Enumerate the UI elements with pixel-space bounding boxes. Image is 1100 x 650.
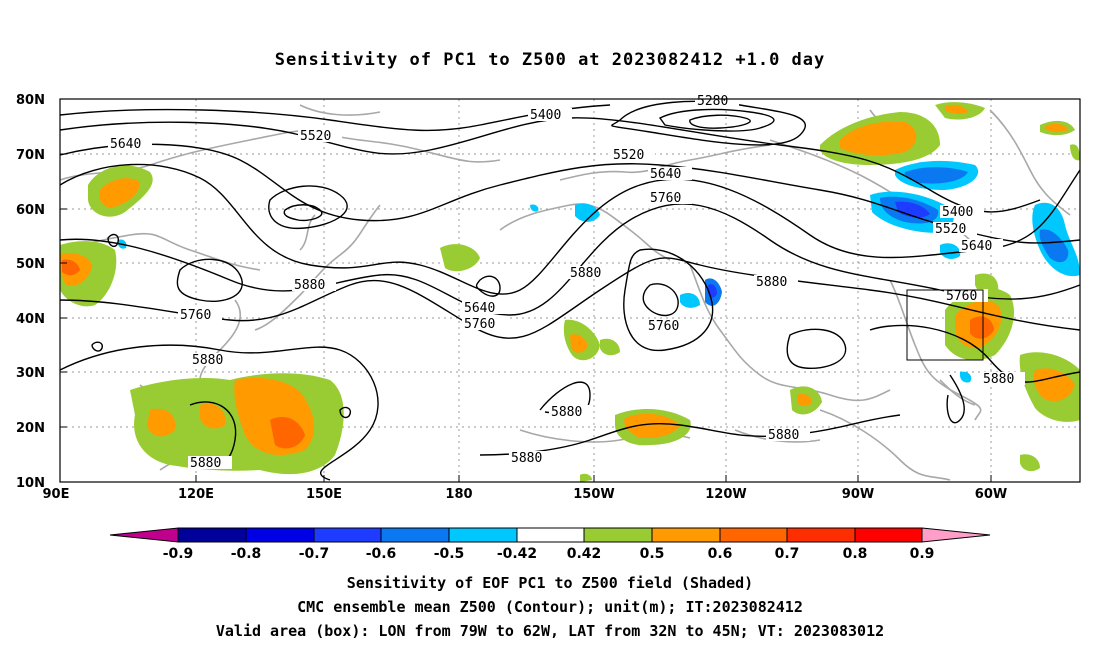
longitude-labels: 90E 120E 150E 180 150W 120W 90W 60W (43, 487, 1008, 502)
contour-label: 5640 (110, 137, 141, 152)
colorbar-swatch (651, 527, 721, 543)
colorbar-label: -0.5 (434, 546, 465, 562)
lon-label: 60W (975, 487, 1007, 502)
lon-label: 180 (445, 487, 472, 502)
contour-label: 5880 (768, 428, 799, 443)
contour-label: 5760 (946, 289, 977, 304)
colorbar (109, 527, 991, 543)
caption-line-3: Valid area (box): LON from 79W to 62W, L… (215, 622, 885, 640)
colorbar-labels: -0.9 -0.8 -0.7 -0.6 -0.5 -0.42 0.42 0.5 … (163, 546, 935, 562)
colorbar-label: 0.42 (567, 546, 602, 562)
colorbar-label: -0.7 (299, 546, 330, 562)
colorbar-max-triangle (921, 527, 991, 543)
contour-label: 5640 (650, 167, 681, 182)
lon-label: 150W (573, 487, 614, 502)
lat-label: 10N (16, 476, 45, 491)
contour-label: 5760 (648, 319, 679, 334)
lat-label: 70N (16, 148, 45, 163)
lat-label: 30N (16, 366, 45, 381)
contour-label: 5280 (697, 94, 728, 109)
contour-labels: 5280 5400 5520 5640 5760 5880 5520 5640 … (108, 94, 1025, 471)
colorbar-label: -0.8 (231, 546, 262, 562)
lat-label: 50N (16, 257, 45, 272)
colorbar-swatch (719, 527, 788, 543)
contour-label: 5880 (756, 275, 787, 290)
colorbar-label: 0.8 (843, 546, 868, 562)
colorbar-label: 0.5 (640, 546, 665, 562)
colorbar-swatch (313, 527, 382, 543)
contour-label: 5880 (551, 405, 582, 420)
lat-label: 80N (16, 93, 45, 108)
lon-label: 90E (43, 487, 70, 502)
contour-label: 5640 (464, 301, 495, 316)
colorbar-swatch (245, 527, 315, 543)
lon-label: 150E (306, 487, 342, 502)
colorbar-swatch (786, 527, 856, 543)
colorbar-swatch (854, 527, 923, 543)
colorbar-swatch (448, 527, 518, 543)
contour-label: 5880 (190, 456, 221, 471)
contour-label: 5880 (294, 278, 325, 293)
lat-label: 20N (16, 421, 45, 436)
positive-sensitivity-shading (60, 102, 1080, 482)
contour-label: 5760 (464, 317, 495, 332)
contour-label: 5520 (613, 148, 644, 163)
plot-frame (59, 98, 1081, 483)
colorbar-label: -0.6 (366, 546, 397, 562)
colorbar-label: 0.6 (708, 546, 733, 562)
lon-label: 90W (842, 487, 874, 502)
colorbar-min-triangle (109, 527, 179, 543)
caption-line-1: Sensitivity of EOF PC1 to Z500 field (Sh… (346, 574, 754, 592)
lon-label: 120W (705, 487, 746, 502)
negative-sensitivity-shading (117, 160, 1080, 383)
contour-label: 5880 (570, 266, 601, 281)
contour-label: 5640 (961, 239, 992, 254)
colorbar-label: 0.7 (775, 546, 800, 562)
contour-label: 5880 (511, 451, 542, 466)
map-title: Sensitivity of PC1 to Z500 at 2023082412… (274, 50, 826, 70)
contour-label: 5520 (935, 222, 966, 237)
lon-label: 120E (178, 487, 214, 502)
contour-label: 5880 (192, 353, 223, 368)
colorbar-swatch (516, 527, 585, 543)
contour-label: 5520 (300, 129, 331, 144)
colorbar-swatch (583, 527, 653, 543)
caption-line-2: CMC ensemble mean Z500 (Contour); unit(m… (297, 598, 803, 616)
lat-label: 40N (16, 312, 45, 327)
contour-label: 5880 (983, 372, 1014, 387)
colorbar-swatch (380, 527, 450, 543)
latitude-labels: 80N 70N 60N 50N 40N 30N 20N 10N (16, 93, 45, 491)
valid-area-box (906, 289, 984, 361)
contour-label: 5760 (650, 191, 681, 206)
colorbar-label: -0.9 (163, 546, 194, 562)
colorbar-label: -0.42 (497, 546, 537, 562)
lat-label: 60N (16, 203, 45, 218)
contour-label: 5400 (942, 205, 973, 220)
contour-label: 5400 (530, 108, 561, 123)
colorbar-label: 0.9 (910, 546, 935, 562)
colorbar-swatch (177, 527, 247, 543)
contour-label: 5760 (180, 308, 211, 323)
